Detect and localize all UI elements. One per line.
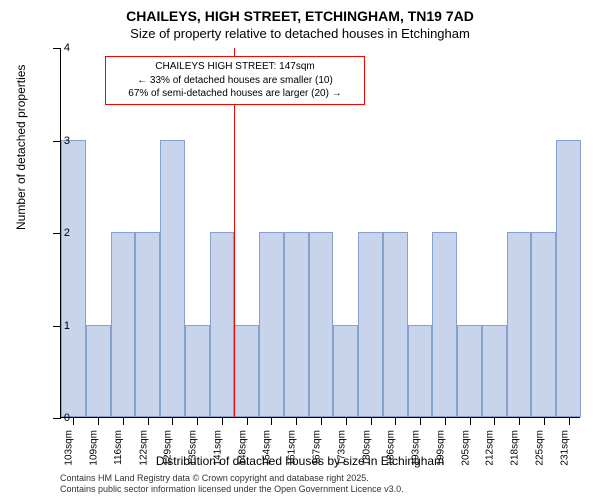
x-tick-label: 180sqm — [361, 430, 372, 466]
x-tick-label: 199sqm — [435, 430, 446, 466]
x-tick — [247, 417, 248, 425]
x-tick-label: 109sqm — [89, 430, 100, 466]
legend-line2: ← 33% of detached houses are smaller (10… — [112, 74, 358, 88]
y-tick-label: 2 — [64, 227, 70, 239]
x-tick — [222, 417, 223, 425]
x-tick-label: 231sqm — [559, 430, 570, 466]
bar — [61, 140, 86, 418]
x-tick — [494, 417, 495, 425]
bar — [234, 325, 259, 418]
y-tick-label: 3 — [64, 135, 70, 147]
bar — [408, 325, 433, 418]
x-tick-label: 135sqm — [188, 430, 199, 466]
bar — [160, 140, 185, 418]
x-tick — [321, 417, 322, 425]
y-axis-title: Number of detached properties — [14, 65, 28, 230]
bar — [556, 140, 581, 418]
x-tick — [470, 417, 471, 425]
y-tick — [53, 418, 61, 419]
attribution-line1: Contains HM Land Registry data © Crown c… — [60, 473, 404, 485]
x-tick — [519, 417, 520, 425]
x-tick — [197, 417, 198, 425]
x-tick-label: 167sqm — [312, 430, 323, 466]
x-axis-title: Distribution of detached houses by size … — [156, 454, 444, 468]
x-tick-label: 218sqm — [510, 430, 521, 466]
legend-line1: CHAILEYS HIGH STREET: 147sqm — [112, 60, 358, 74]
x-tick-label: 225sqm — [534, 430, 545, 466]
x-tick — [98, 417, 99, 425]
bar — [111, 232, 136, 417]
x-tick — [569, 417, 570, 425]
bar — [358, 232, 383, 417]
attribution-line2: Contains public sector information licen… — [60, 484, 404, 496]
x-tick — [123, 417, 124, 425]
y-tick-label: 1 — [64, 320, 70, 332]
x-tick-label: 205sqm — [460, 430, 471, 466]
x-tick — [544, 417, 545, 425]
title-sub: Size of property relative to detached ho… — [130, 26, 470, 41]
x-tick-label: 103sqm — [64, 430, 75, 466]
bar — [86, 325, 111, 418]
x-tick-label: 141sqm — [213, 430, 224, 466]
y-tick — [53, 233, 61, 234]
x-tick — [172, 417, 173, 425]
x-tick — [73, 417, 74, 425]
bar — [531, 232, 556, 417]
y-tick — [53, 326, 61, 327]
x-tick-label: 161sqm — [287, 430, 298, 466]
x-tick-label: 186sqm — [386, 430, 397, 466]
bar — [259, 232, 284, 417]
x-tick-label: 173sqm — [336, 430, 347, 466]
bar — [457, 325, 482, 418]
x-tick — [395, 417, 396, 425]
legend-line3: 67% of semi-detached houses are larger (… — [112, 87, 358, 101]
attribution: Contains HM Land Registry data © Crown c… — [60, 473, 404, 496]
x-tick-label: 154sqm — [262, 430, 273, 466]
title-main: CHAILEYS, HIGH STREET, ETCHINGHAM, TN19 … — [126, 8, 474, 24]
y-tick-label: 0 — [64, 412, 70, 424]
y-tick-label: 4 — [64, 42, 70, 54]
y-tick — [53, 48, 61, 49]
x-tick-label: 116sqm — [113, 430, 124, 465]
x-tick — [420, 417, 421, 425]
x-tick-label: 212sqm — [485, 430, 496, 466]
x-tick-label: 148sqm — [237, 430, 248, 466]
x-tick — [271, 417, 272, 425]
bar — [333, 325, 358, 418]
bar — [309, 232, 334, 417]
bar — [507, 232, 532, 417]
bar — [482, 325, 507, 418]
legend-box: CHAILEYS HIGH STREET: 147sqm ← 33% of de… — [105, 56, 365, 105]
x-tick-label: 129sqm — [163, 430, 174, 466]
x-tick-label: 122sqm — [138, 430, 149, 466]
chart-container: CHAILEYS, HIGH STREET, ETCHINGHAM, TN19 … — [0, 0, 600, 500]
bar — [210, 232, 235, 417]
bar — [284, 232, 309, 417]
x-tick — [148, 417, 149, 425]
x-tick — [296, 417, 297, 425]
bar — [135, 232, 160, 417]
y-tick — [53, 141, 61, 142]
x-tick-label: 193sqm — [411, 430, 422, 466]
x-tick — [346, 417, 347, 425]
x-tick — [371, 417, 372, 425]
bar — [185, 325, 210, 418]
x-tick — [445, 417, 446, 425]
bar — [383, 232, 408, 417]
bar — [432, 232, 457, 417]
